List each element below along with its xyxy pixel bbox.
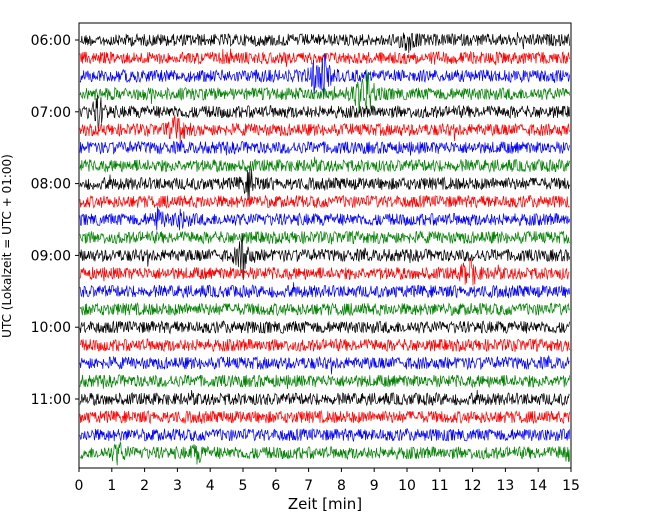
- y-tick-label: 06:00: [31, 33, 71, 49]
- x-tick-label: 14: [529, 478, 547, 494]
- trace-1045: [79, 374, 570, 390]
- trace-0945: [79, 301, 570, 317]
- x-tick-label: 12: [464, 478, 482, 494]
- trace-1100: [79, 389, 570, 407]
- x-tick-label: 6: [271, 478, 280, 494]
- x-tick-label: 13: [496, 478, 514, 494]
- y-tick-label: 11:00: [31, 392, 71, 408]
- x-axis-title: Zeit [min]: [288, 495, 362, 513]
- trace-1130: [79, 427, 570, 443]
- trace-0630: [79, 53, 570, 96]
- x-tick-label: 11: [431, 478, 449, 494]
- trace-0745: [79, 156, 570, 173]
- trace-0715: [79, 114, 570, 144]
- x-tick-label: 10: [398, 478, 416, 494]
- y-axis-title: UTC (Lokalzeit = UTC + 01:00): [0, 154, 14, 338]
- trace-1000: [79, 320, 570, 335]
- trace-0730: [79, 140, 570, 156]
- x-tick-label: 4: [206, 478, 215, 494]
- x-tick-label: 8: [337, 478, 346, 494]
- trace-0900: [79, 232, 570, 280]
- x-tick-label: 2: [140, 478, 149, 494]
- trace-1145: [79, 441, 570, 466]
- trace-0645: [79, 69, 570, 112]
- y-tick-label: 08:00: [31, 177, 71, 193]
- trace-0815: [79, 194, 570, 209]
- y-tick-label: 09:00: [31, 248, 71, 264]
- trace-0600: [79, 32, 570, 54]
- trace-1015: [79, 337, 570, 353]
- trace-group: [79, 32, 570, 466]
- trace-0830: [79, 206, 570, 231]
- x-axis: 0 1 2 3 4 5 6 7 8 9 10 11 12 13 14 15: [75, 468, 580, 494]
- x-tick-label: 15: [562, 478, 580, 494]
- plot-frame: [78, 22, 572, 469]
- y-tick-label: 07:00: [31, 105, 71, 121]
- trace-0930: [79, 282, 570, 299]
- x-tick-label: 7: [304, 478, 313, 494]
- x-tick-label: 1: [107, 478, 116, 494]
- trace-0800: [79, 168, 570, 199]
- trace-0915: [79, 258, 570, 286]
- x-tick-label: 3: [173, 478, 182, 494]
- x-tick-label: 5: [239, 478, 248, 494]
- trace-1115: [79, 409, 570, 425]
- y-tick-label: 10:00: [31, 320, 71, 336]
- x-tick-label: 9: [370, 478, 379, 494]
- y-axis: 06:00 07:00 08:00 09:00 10:00 11:00: [31, 33, 79, 408]
- trace-0700: [79, 95, 570, 132]
- trace-1030: [79, 355, 570, 375]
- trace-0845: [79, 230, 570, 245]
- x-tick-label: 0: [75, 478, 84, 494]
